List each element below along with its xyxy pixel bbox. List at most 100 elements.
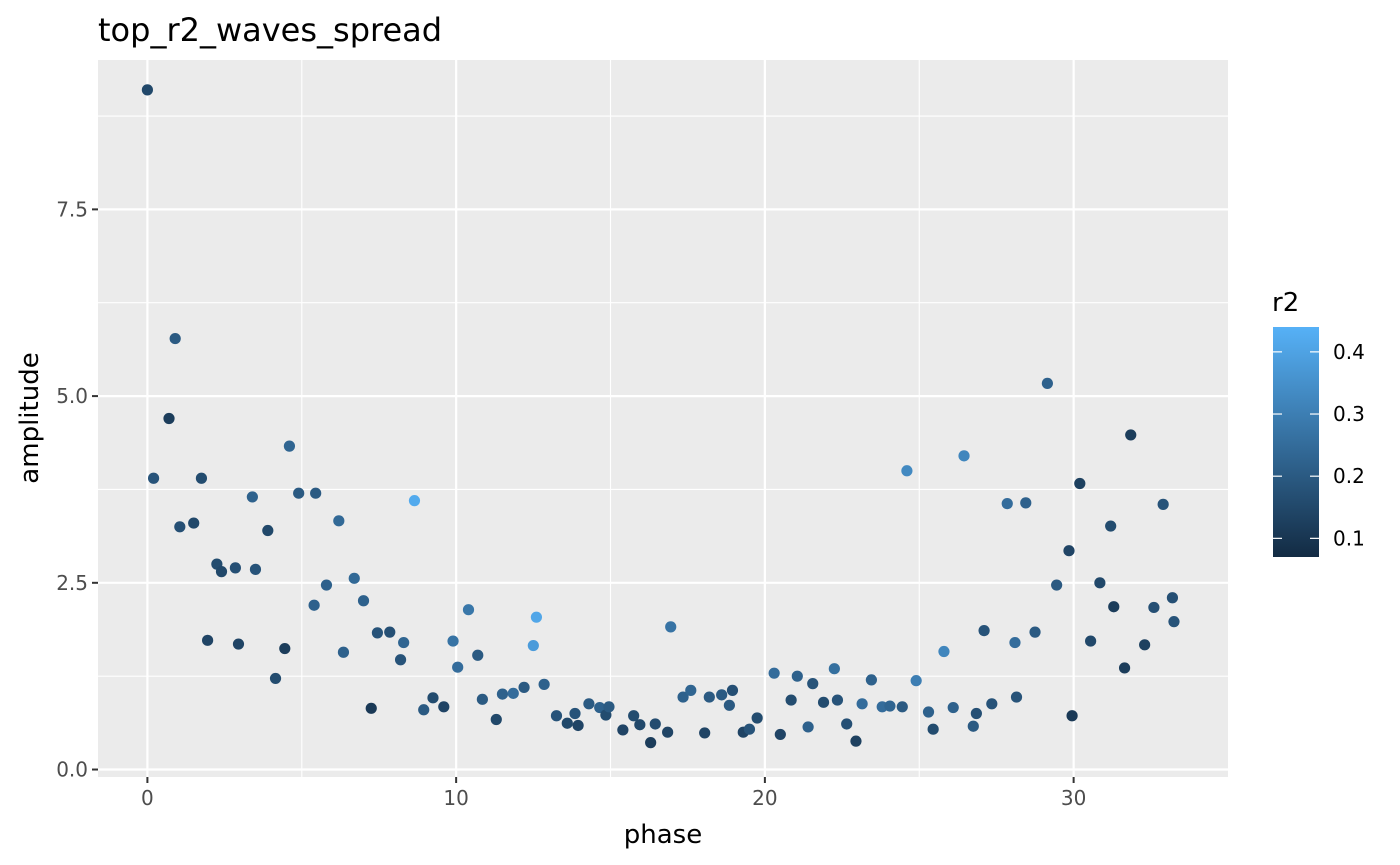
data-point <box>617 724 629 736</box>
y-axis: 0.0 2.5 5.0 7.5 <box>56 197 98 782</box>
data-point <box>1020 497 1032 509</box>
data-point <box>427 692 439 704</box>
data-point <box>1139 639 1151 651</box>
data-point <box>665 621 677 633</box>
data-point <box>569 707 581 720</box>
legend-tick-label: 0.1 <box>1333 526 1365 550</box>
color-legend: r2 0.1 0.2 0.3 0.4 <box>1272 288 1365 557</box>
data-point <box>716 689 728 701</box>
legend-tick-label: 0.4 <box>1333 340 1365 364</box>
data-point <box>490 713 502 726</box>
data-point <box>1085 635 1097 647</box>
data-point <box>703 691 715 703</box>
data-point <box>1010 691 1023 703</box>
data-point <box>438 701 450 713</box>
data-point <box>634 719 646 731</box>
data-point <box>662 726 674 738</box>
data-point <box>1001 498 1013 510</box>
data-point <box>476 693 488 705</box>
data-point <box>583 698 595 710</box>
data-point <box>677 691 689 703</box>
data-point <box>978 625 990 637</box>
data-point <box>320 579 333 591</box>
data-point <box>1168 616 1180 628</box>
data-point <box>828 663 840 675</box>
data-point <box>901 465 913 477</box>
data-point <box>1009 636 1021 649</box>
data-point <box>262 524 274 537</box>
x-tick-label: 20 <box>752 786 777 810</box>
data-point <box>1108 601 1120 613</box>
data-point <box>958 450 970 462</box>
data-point <box>232 638 245 650</box>
plot-panel <box>98 60 1228 777</box>
data-point <box>841 718 853 730</box>
data-point <box>726 684 739 696</box>
data-point <box>496 688 509 700</box>
data-point <box>699 727 711 739</box>
data-point <box>384 626 396 638</box>
data-point <box>791 670 803 682</box>
data-point <box>884 700 896 712</box>
minor-gridlines <box>98 60 1228 777</box>
data-point <box>561 717 573 729</box>
data-point <box>785 694 797 706</box>
data-point <box>628 710 640 722</box>
data-point <box>394 654 407 666</box>
data-point <box>927 723 939 735</box>
data-point <box>365 702 377 714</box>
data-point <box>188 517 200 529</box>
data-point <box>572 719 584 732</box>
data-point <box>850 735 862 747</box>
data-point <box>283 440 296 452</box>
data-point <box>856 698 868 710</box>
data-point <box>685 684 697 696</box>
data-point <box>202 634 214 646</box>
data-point <box>147 472 160 484</box>
data-point <box>279 642 291 655</box>
data-point <box>538 678 550 690</box>
data-point <box>348 572 360 584</box>
x-tick-label: 30 <box>1061 786 1086 810</box>
y-tick-label: 0.0 <box>56 758 88 782</box>
data-point <box>774 728 786 741</box>
y-tick-label: 5.0 <box>56 384 88 408</box>
data-point <box>1105 520 1117 532</box>
data-point <box>865 674 878 686</box>
x-axis: 0 10 20 30 <box>141 777 1086 810</box>
major-gridlines <box>98 60 1228 777</box>
data-point <box>333 515 345 527</box>
data-point <box>1148 601 1160 614</box>
data-point <box>817 696 830 708</box>
data-point <box>1051 579 1063 591</box>
data-point <box>518 681 530 693</box>
data-point <box>645 737 657 749</box>
data-point <box>723 699 735 711</box>
data-point <box>1166 592 1179 604</box>
data-point <box>447 635 459 647</box>
data-point <box>1029 626 1041 638</box>
data-point <box>527 639 539 652</box>
data-point <box>743 723 756 735</box>
data-point <box>970 707 982 720</box>
x-tick-label: 10 <box>443 786 468 810</box>
data-point <box>938 645 950 658</box>
data-point <box>831 694 844 706</box>
data-point <box>507 687 519 699</box>
data-point <box>357 595 370 607</box>
data-point <box>472 649 484 661</box>
data-point <box>751 712 763 724</box>
data-point <box>603 701 615 713</box>
x-tick-label: 0 <box>141 786 154 810</box>
legend-tick-label: 0.3 <box>1333 402 1365 426</box>
data-point <box>1074 477 1086 490</box>
data-point <box>215 566 228 578</box>
y-tick-label: 7.5 <box>56 197 88 221</box>
data-point <box>293 487 305 499</box>
data-point <box>269 672 282 685</box>
legend-ticks: 0.1 0.2 0.3 0.4 <box>1273 340 1365 550</box>
x-axis-title: phase <box>624 820 702 850</box>
data-point <box>649 718 661 730</box>
data-point <box>452 661 464 673</box>
